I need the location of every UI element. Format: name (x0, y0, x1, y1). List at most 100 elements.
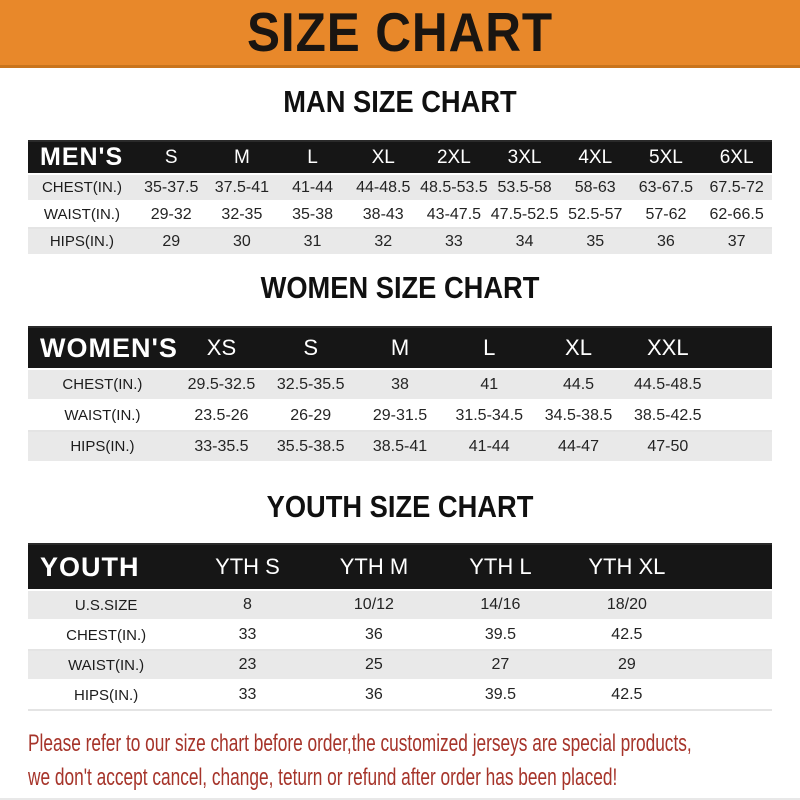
row-label: WAIST(IN.) (28, 400, 177, 432)
row-label: WAIST(IN.) (28, 201, 136, 229)
size-value-cell: 42.5 (563, 680, 691, 711)
filler-cell (712, 430, 772, 463)
youth-size-chart-section: YOUTH SIZE CHART YOUTH YTH S YTH M YTH L YTH … (28, 489, 772, 711)
filler-cell (690, 649, 772, 681)
measurement-row: CHEST(IN.) 33 36 39.5 42.5 (28, 620, 772, 651)
size-column-header: YTH L (437, 543, 564, 590)
size-value-cell: 58-63 (559, 173, 631, 202)
size-column-header: S (135, 140, 207, 174)
size-value-cell: 23.5-26 (176, 400, 267, 432)
size-value-cell: 32-35 (206, 201, 278, 229)
size-column-header: XXL (623, 326, 713, 369)
size-value-cell: 33 (184, 680, 311, 711)
filler-cell (690, 589, 772, 621)
size-value-cell: 35-37.5 (135, 173, 207, 202)
youth-group-label: YOUTH (28, 543, 185, 590)
size-value-cell: 67.5-72 (701, 173, 772, 202)
size-value-cell: 29.5-32.5 (176, 368, 267, 401)
size-value-cell: 63-67.5 (630, 173, 702, 202)
size-value-cell: 29-32 (135, 201, 207, 229)
youth-section-heading: YOUTH SIZE CHART (266, 489, 534, 524)
filler-cell (712, 368, 772, 401)
women-size-table: WOMEN'S XS S M L XL XXL CHEST(IN.) 29.5-32.5 32.5… (28, 326, 772, 463)
size-column-header: M (206, 140, 278, 174)
row-label: HIPS(IN.) (28, 227, 136, 256)
size-column-header: 6XL (701, 140, 772, 174)
size-value-cell: 8 (184, 589, 311, 621)
size-value-cell: 10/12 (310, 589, 438, 621)
size-value-cell: 42.5 (563, 620, 691, 651)
size-value-cell: 41-44 (444, 430, 534, 463)
measurement-row: WAIST(IN.) 29-32 32-35 35-38 38-43 43-47.5 47.… (28, 201, 772, 229)
size-value-cell: 27 (437, 649, 564, 681)
size-value-cell: 31 (277, 227, 348, 256)
size-value-cell: 37 (701, 227, 772, 256)
size-chart-sections: MAN SIZE CHART MEN'S S M L XL 2XL 3XL 4XL 5XL 6XL C… (0, 84, 800, 711)
size-value-cell: 44.5 (533, 368, 624, 401)
size-value-cell: 18/20 (563, 589, 691, 621)
size-column-header: 5XL (630, 140, 702, 174)
size-chart-banner: SIZE CHART (0, 0, 800, 68)
size-value-cell: 38.5-41 (355, 430, 445, 463)
size-value-cell: 39.5 (437, 680, 564, 711)
size-value-cell: 47-50 (623, 430, 713, 463)
size-value-cell: 29 (135, 227, 207, 256)
size-value-cell: 32 (347, 227, 419, 256)
measurement-row: U.S.SIZE 8 10/12 14/16 18/20 (28, 589, 772, 621)
size-value-cell: 43-47.5 (418, 201, 490, 229)
size-value-cell: 25 (310, 649, 438, 681)
size-column-header: 2XL (418, 140, 490, 174)
size-value-cell: 33 (184, 620, 311, 651)
size-header-row: YOUTH YTH S YTH M YTH L YTH XL (28, 543, 772, 590)
size-value-cell: 48.5-53.5 (418, 173, 490, 202)
size-value-cell: 33 (418, 227, 490, 256)
size-value-cell: 53.5-58 (489, 173, 560, 202)
size-value-cell: 38 (355, 368, 445, 401)
measurement-row: CHEST(IN.) 35-37.5 37.5-41 41-44 44-48.5 48.5… (28, 173, 772, 202)
row-label: WAIST(IN.) (28, 649, 185, 681)
size-header-row: MEN'S S M L XL 2XL 3XL 4XL 5XL 6XL (28, 140, 772, 174)
size-column-header: 4XL (559, 140, 631, 174)
notice-line-1: Please refer to our size chart before or… (28, 730, 692, 757)
size-value-cell: 35.5-38.5 (266, 430, 356, 463)
row-label: HIPS(IN.) (28, 680, 185, 711)
size-value-cell: 32.5-35.5 (266, 368, 356, 401)
measurement-row: WAIST(IN.) 23.5-26 26-29 29-31.5 31.5-34.5 34… (28, 400, 772, 432)
measurement-row: HIPS(IN.) 33 36 39.5 42.5 (28, 680, 772, 711)
size-value-cell: 44.5-48.5 (623, 368, 713, 401)
size-value-cell: 30 (206, 227, 278, 256)
size-value-cell: 41 (444, 368, 534, 401)
size-value-cell: 37.5-41 (206, 173, 278, 202)
youth-size-table: YOUTH YTH S YTH M YTH L YTH XL U.S.SIZE 8 10/12… (28, 543, 772, 711)
size-value-cell: 29-31.5 (355, 400, 445, 432)
size-value-cell: 34 (489, 227, 560, 256)
filler-cell (690, 620, 772, 651)
women-group-label: WOMEN'S (28, 326, 177, 369)
size-value-cell: 39.5 (437, 620, 564, 651)
size-column-header: S (266, 326, 356, 369)
size-header-row: WOMEN'S XS S M L XL XXL (28, 326, 772, 369)
size-value-cell: 29 (563, 649, 691, 681)
size-value-cell: 44-48.5 (347, 173, 419, 202)
size-value-cell: 36 (630, 227, 702, 256)
size-column-header: 3XL (489, 140, 560, 174)
filler-cell (712, 400, 772, 432)
size-column-header: XS (176, 326, 267, 369)
filler-cell (690, 543, 772, 590)
size-value-cell: 38.5-42.5 (623, 400, 713, 432)
size-value-cell: 44-47 (533, 430, 624, 463)
measurement-row: HIPS(IN.) 33-35.5 35.5-38.5 38.5-41 41-44 44-… (28, 430, 772, 463)
size-column-header: XL (347, 140, 419, 174)
men-size-chart-section: MAN SIZE CHART MEN'S S M L XL 2XL 3XL 4XL 5XL 6XL C… (28, 84, 772, 256)
size-value-cell: 23 (184, 649, 311, 681)
size-column-header: XL (533, 326, 624, 369)
row-label: CHEST(IN.) (28, 368, 177, 401)
size-column-header: L (277, 140, 348, 174)
women-size-chart-section: WOMEN SIZE CHART WOMEN'S XS S M L XL XXL CHEST(I… (28, 270, 772, 463)
size-value-cell: 62-66.5 (701, 201, 772, 229)
notice-line-2: we don't accept cancel, change, teturn o… (28, 764, 618, 791)
filler-cell (690, 680, 772, 711)
size-column-header: YTH XL (563, 543, 691, 590)
size-value-cell: 36 (310, 680, 438, 711)
